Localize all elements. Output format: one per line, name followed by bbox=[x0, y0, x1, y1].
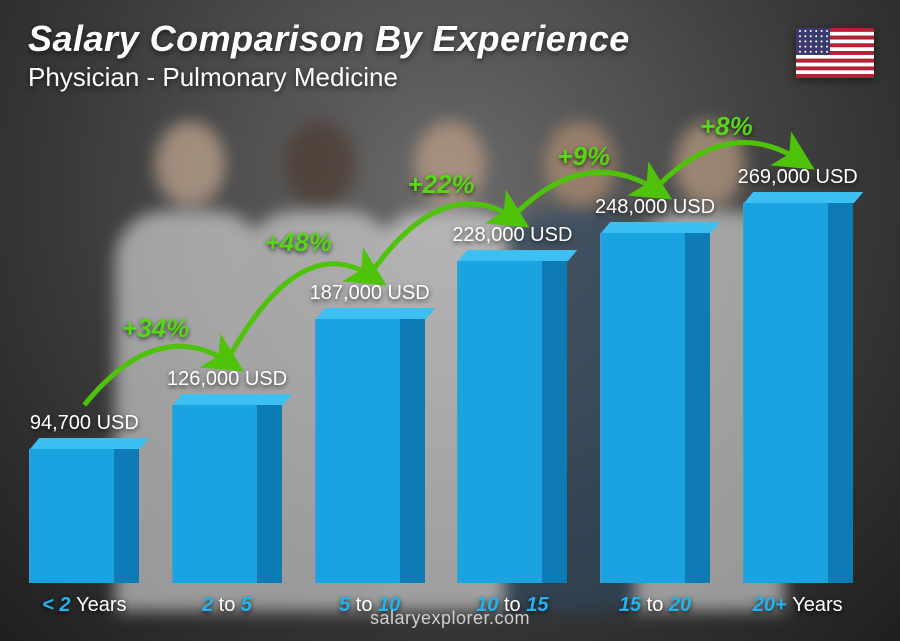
country-flag-icon bbox=[796, 28, 874, 78]
bar-value-label: 187,000 USD bbox=[310, 282, 430, 305]
bar-value-label: 94,700 USD bbox=[30, 412, 139, 435]
chart-title: Salary Comparison By Experience bbox=[28, 18, 630, 60]
bar bbox=[457, 261, 567, 583]
bar-column: 187,000 USD5 to 10 bbox=[307, 282, 432, 583]
bar-chart: 94,700 USD< 2 Years126,000 USD2 to 5187,… bbox=[22, 103, 860, 583]
bar-column: 269,000 USD20+ Years bbox=[735, 166, 860, 583]
bar bbox=[29, 449, 139, 583]
bar-column: 126,000 USD2 to 5 bbox=[165, 368, 290, 583]
chart-subtitle: Physician - Pulmonary Medicine bbox=[28, 62, 630, 93]
bar-value-label: 228,000 USD bbox=[452, 224, 572, 247]
bar-column: 228,000 USD10 to 15 bbox=[450, 224, 575, 583]
bar bbox=[172, 405, 282, 583]
bar-value-label: 269,000 USD bbox=[738, 166, 858, 189]
bar-column: 94,700 USD< 2 Years bbox=[22, 412, 147, 583]
bar bbox=[315, 319, 425, 583]
bar-value-label: 248,000 USD bbox=[595, 196, 715, 219]
bar-value-label: 126,000 USD bbox=[167, 368, 287, 391]
bar-column: 248,000 USD15 to 20 bbox=[593, 196, 718, 583]
footer-attribution: salaryexplorer.com bbox=[0, 608, 900, 629]
bar bbox=[743, 203, 853, 583]
chart-header: Salary Comparison By Experience Physicia… bbox=[28, 18, 630, 93]
bar bbox=[600, 233, 710, 583]
